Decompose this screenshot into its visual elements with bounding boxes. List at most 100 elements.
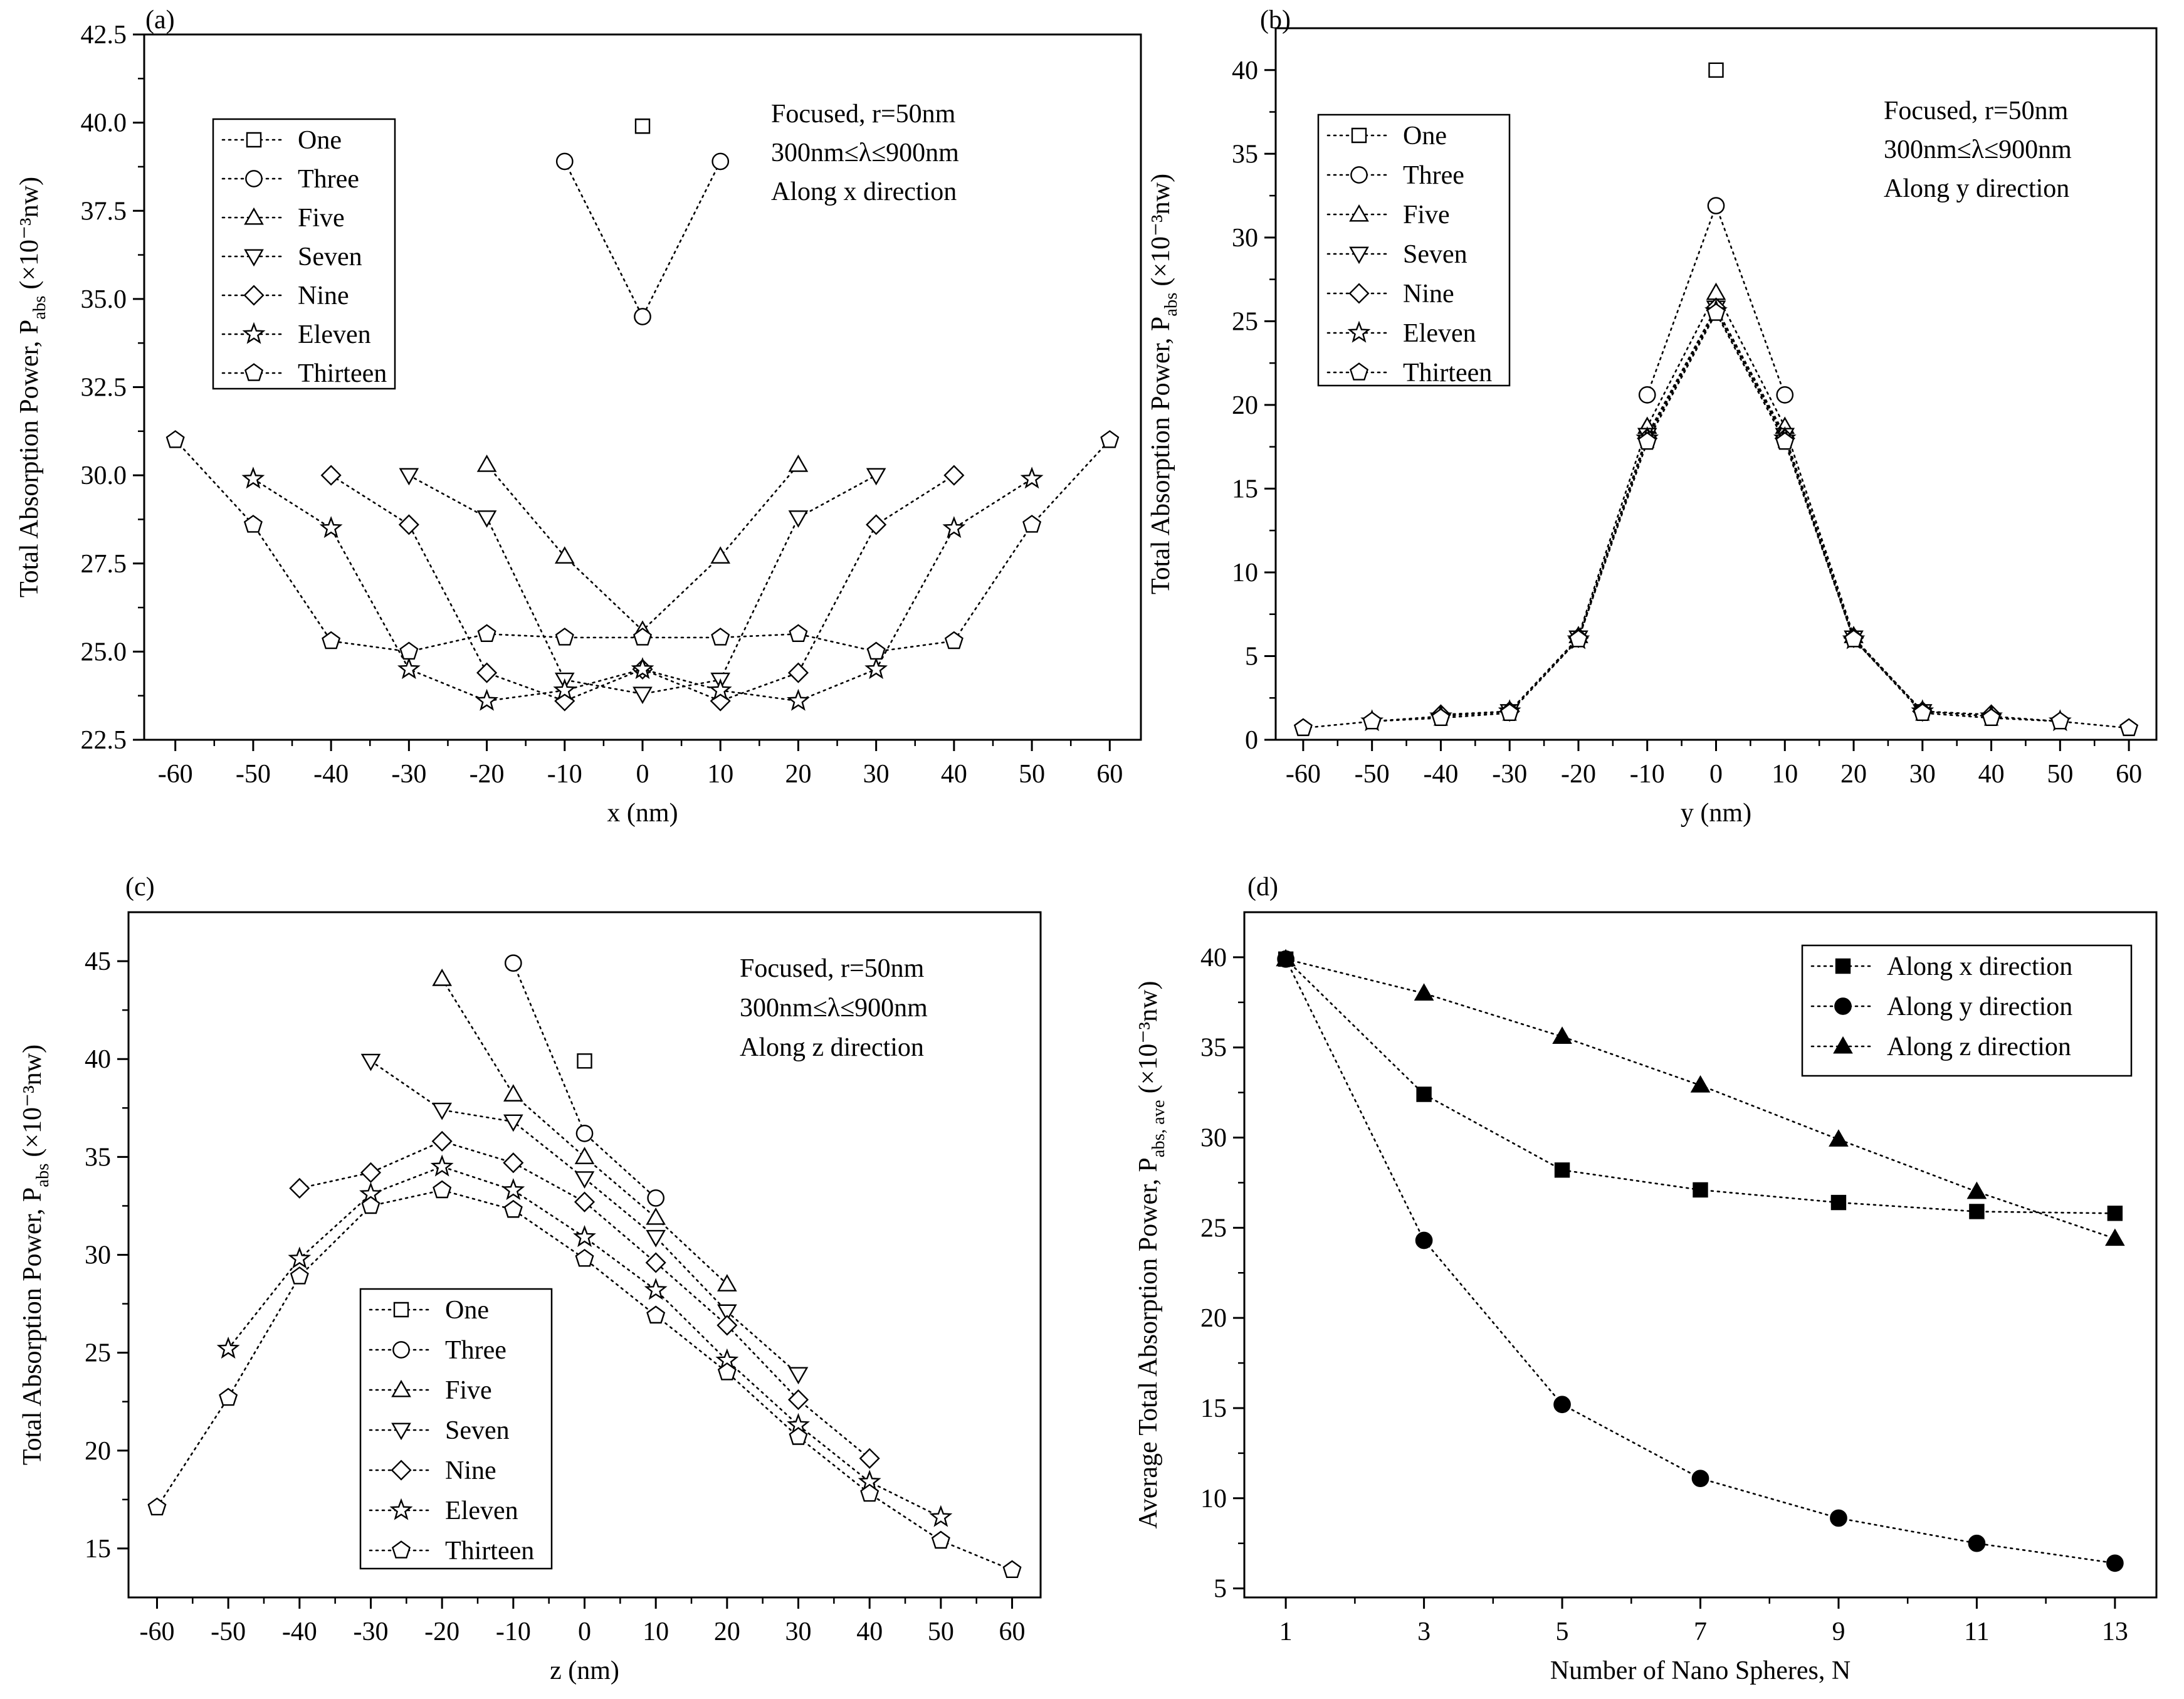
- data-point: [2107, 1206, 2123, 1221]
- data-point: [1706, 303, 1726, 321]
- y-tick-label: 30.0: [81, 461, 127, 490]
- data-point: [710, 546, 731, 564]
- legend-label: One: [1403, 122, 1447, 150]
- legend-label: Eleven: [1403, 319, 1476, 348]
- legend-label: Five: [445, 1376, 492, 1405]
- legend-marker: [243, 285, 265, 306]
- annotation-line: Along y direction: [1884, 174, 2069, 203]
- data-point: [290, 1266, 309, 1285]
- data-point: [1568, 629, 1588, 648]
- x-tick-label: 40: [1978, 760, 2005, 789]
- data-point: [501, 1178, 525, 1201]
- annotation-line: Along z direction: [740, 1033, 924, 1062]
- legend-marker: [391, 1460, 412, 1481]
- y-tick-label: 15: [85, 1535, 111, 1564]
- data-point: [555, 628, 574, 646]
- x-tick-label: 50: [928, 1617, 954, 1646]
- x-tick-label: -40: [1423, 760, 1458, 789]
- y-tick-label: 5: [1245, 642, 1258, 671]
- data-point: [431, 1130, 453, 1152]
- data-point: [361, 1196, 381, 1214]
- data-point: [1100, 430, 1120, 448]
- x-tick-label: -30: [353, 1617, 388, 1646]
- data-point: [147, 1497, 167, 1516]
- legend-marker: [1349, 362, 1369, 381]
- data-point: [503, 1152, 524, 1174]
- x-tick-label: -50: [1355, 760, 1390, 789]
- data-point: [476, 455, 497, 472]
- series-line: [1508, 306, 1924, 712]
- y-tick-label: 25: [1200, 1214, 1227, 1243]
- y-tick-label: 35: [1232, 140, 1258, 169]
- series-line: [1577, 291, 1855, 637]
- legend-marker: [391, 1379, 411, 1397]
- legend-label: Five: [298, 204, 345, 233]
- series-line: [441, 977, 728, 1285]
- y-tick-label: 27.5: [81, 550, 127, 579]
- x-tick-label: 40: [941, 760, 967, 789]
- y-tick-label: 40.0: [81, 109, 127, 138]
- series-three: [504, 954, 665, 1207]
- x-tick-label: 50: [1019, 760, 1045, 789]
- data-point: [787, 688, 810, 711]
- series-line: [174, 439, 1111, 653]
- series-line: [1371, 309, 2061, 722]
- legend-marker: [1350, 166, 1368, 184]
- panel-label: (a): [145, 6, 175, 34]
- y-tick-label: 37.5: [81, 197, 127, 226]
- y-tick-label: 20: [1232, 391, 1258, 420]
- legend: Along x direction Along y direction Along …: [1801, 944, 2133, 1077]
- data-point: [1362, 711, 1382, 730]
- x-tick-label: -20: [470, 760, 505, 789]
- data-point: [1690, 1075, 1711, 1093]
- data-point: [288, 1246, 312, 1269]
- data-point: [717, 1274, 737, 1291]
- data-point: [1431, 708, 1451, 727]
- annotation-line: Focused, r=50nm: [1884, 97, 2069, 125]
- legend-marker: [1347, 320, 1371, 343]
- data-point: [717, 1315, 738, 1336]
- x-axis-label: Number of Nano Spheres, N: [1550, 1656, 1851, 1685]
- legend-marker: [244, 249, 264, 267]
- y-tick-label: 30: [85, 1241, 111, 1270]
- legend-label: Seven: [445, 1416, 510, 1445]
- x-tick-label: 13: [2102, 1617, 2128, 1646]
- x-tick-label: -30: [391, 760, 426, 789]
- x-tick-label: 0: [636, 760, 649, 789]
- y-tick-label: 45: [85, 947, 111, 976]
- data-point: [1844, 629, 1864, 648]
- x-tick-label: 30: [1909, 760, 1936, 789]
- data-point: [787, 1389, 809, 1411]
- y-tick-label: 35: [1200, 1034, 1227, 1063]
- legend-marker: [1349, 246, 1369, 265]
- legend-label: Eleven: [298, 320, 371, 349]
- data-point: [320, 465, 342, 486]
- data-point: [631, 657, 654, 680]
- data-point: [574, 1147, 595, 1164]
- legend-box: [1801, 944, 2133, 1077]
- data-point: [1554, 1162, 1570, 1178]
- data-point: [243, 515, 263, 533]
- legend-marker: [1834, 997, 1852, 1015]
- x-tick-label: 10: [707, 760, 733, 789]
- data-point: [1706, 282, 1726, 300]
- x-tick-label: -20: [424, 1617, 459, 1646]
- x-tick-label: 5: [1556, 1617, 1569, 1646]
- series-eleven: [241, 466, 1044, 711]
- y-tick-label: 25.0: [81, 638, 127, 666]
- chart-panel-2: (b) -60 -50 -40 -30 -20 -10 0 10 20 30 40 50 60 0 5 10 15…: [1147, 6, 2158, 828]
- x-axis-label: z (nm): [550, 1656, 619, 1685]
- data-point: [929, 1505, 953, 1527]
- legend-label: Along y direction: [1887, 992, 2072, 1021]
- annotation-line: Along x direction: [771, 177, 957, 206]
- data-point: [1552, 1026, 1572, 1044]
- data-point: [360, 1053, 381, 1071]
- y-tick-label: 42.5: [81, 21, 127, 50]
- x-tick-label: -60: [1286, 760, 1321, 789]
- legend-marker: [245, 170, 263, 187]
- legend-label: Seven: [298, 243, 362, 271]
- legend-label: Five: [1403, 201, 1450, 229]
- data-point: [633, 686, 653, 705]
- legend-label: One: [445, 1296, 489, 1325]
- data-point: [2119, 718, 2139, 737]
